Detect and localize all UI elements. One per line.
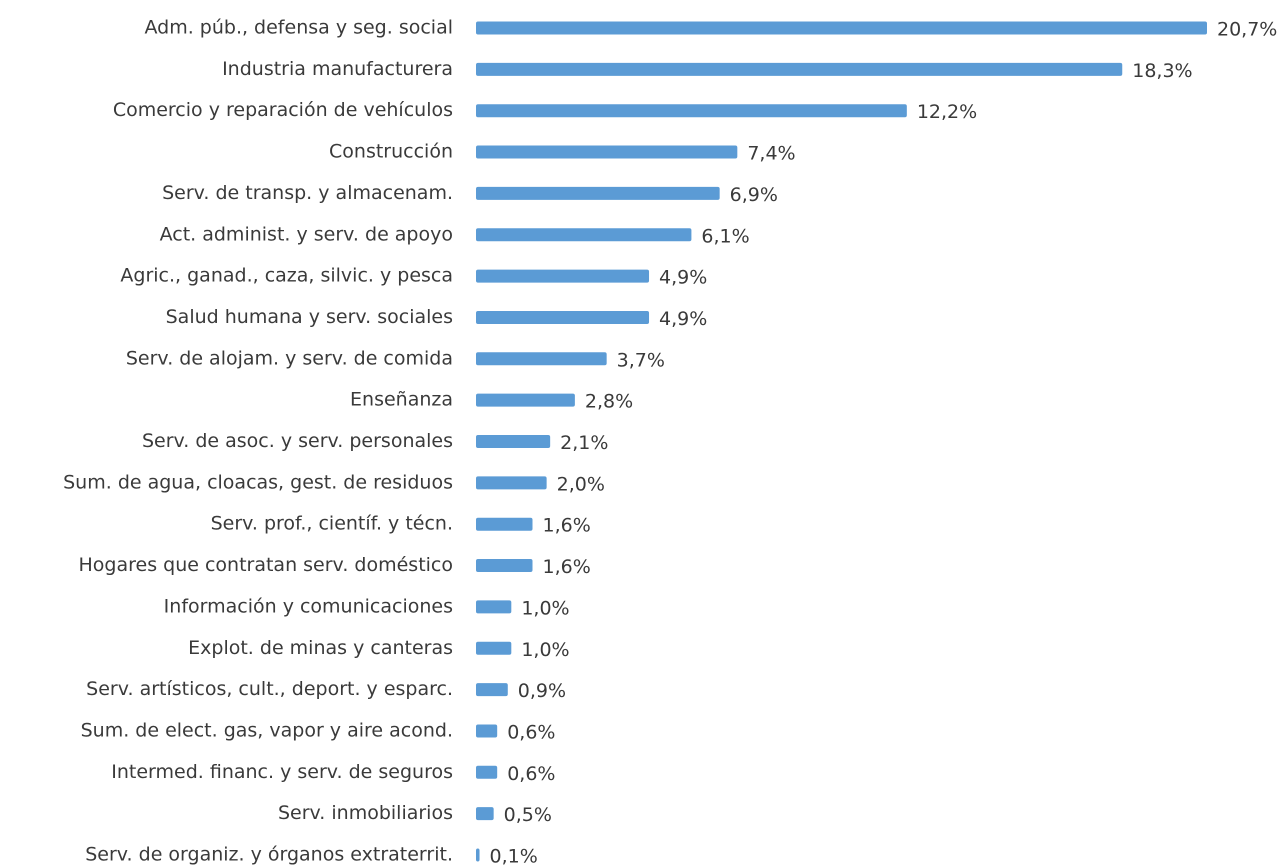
category-label: Serv. artísticos, cult., deport. y espar… xyxy=(86,678,453,700)
bar xyxy=(476,228,692,242)
category-label: Agric., ganad., caza, silvic. y pesca xyxy=(120,265,453,287)
category-label: Serv. inmobiliarios xyxy=(278,802,453,824)
value-label: 0,1% xyxy=(490,846,538,866)
bar xyxy=(476,848,480,862)
value-label: 1,0% xyxy=(521,597,569,619)
value-label: 7,4% xyxy=(747,143,795,165)
value-label: 6,9% xyxy=(730,184,778,206)
category-label: Intermed. financ. y serv. de seguros xyxy=(111,761,453,783)
category-label: Act. administ. y serv. de apoyo xyxy=(160,223,453,245)
bar xyxy=(476,559,533,573)
category-label: Explot. de minas y canteras xyxy=(188,637,453,659)
value-label: 3,7% xyxy=(617,349,665,371)
value-label: 0,9% xyxy=(518,680,566,702)
bar xyxy=(476,62,1123,76)
category-label: Salud humana y serv. sociales xyxy=(166,306,453,328)
category-label: Serv. de alojam. y serv. de comida xyxy=(126,347,453,369)
value-label: 1,6% xyxy=(543,556,591,578)
bar xyxy=(476,517,533,531)
bar xyxy=(476,807,494,821)
value-label: 12,2% xyxy=(917,101,977,123)
category-label: Serv. prof., científ. y técn. xyxy=(211,513,453,535)
bar xyxy=(476,21,1207,35)
category-label: Serv. de asoc. y serv. personales xyxy=(142,430,453,452)
value-label: 4,9% xyxy=(659,308,707,330)
bar xyxy=(476,352,607,366)
bar xyxy=(476,269,650,283)
category-label: Construcción xyxy=(329,141,453,163)
bar xyxy=(476,393,575,407)
value-label: 0,5% xyxy=(504,804,552,826)
category-label: Industria manufacturera xyxy=(222,58,453,80)
category-label: Enseñanza xyxy=(350,389,453,411)
bar xyxy=(476,310,650,324)
category-label: Serv. de transp. y almacenam. xyxy=(162,182,453,204)
bar xyxy=(476,186,720,200)
category-label: Serv. de organiz. y órganos extraterrit. xyxy=(85,844,453,866)
bar xyxy=(476,435,551,448)
bar xyxy=(476,765,498,779)
bar xyxy=(476,724,498,738)
bar xyxy=(476,476,547,490)
value-label: 0,6% xyxy=(507,721,555,743)
value-label: 6,1% xyxy=(701,225,749,247)
category-label: Información y comunicaciones xyxy=(164,595,453,617)
bar xyxy=(476,104,907,118)
category-label: Sum. de agua, cloacas, gest. de residuos xyxy=(63,471,453,493)
value-label: 1,6% xyxy=(543,515,591,537)
value-label: 1,0% xyxy=(521,639,569,661)
bar xyxy=(476,641,512,655)
value-label: 18,3% xyxy=(1132,60,1192,82)
value-label: 2,0% xyxy=(557,473,605,495)
value-label: 0,6% xyxy=(507,763,555,785)
value-label: 4,9% xyxy=(659,267,707,289)
value-label: 20,7% xyxy=(1217,19,1277,41)
value-label: 2,1% xyxy=(560,432,608,454)
value-label: 2,8% xyxy=(585,391,633,413)
category-label: Comercio y reparación de vehículos xyxy=(113,99,453,121)
category-label: Sum. de elect. gas, vapor y aire acond. xyxy=(81,719,453,741)
bar xyxy=(476,683,508,697)
category-label: Hogares que contratan serv. doméstico xyxy=(79,554,454,576)
bar xyxy=(476,600,512,614)
bar xyxy=(476,145,738,159)
category-label: Adm. púb., defensa y seg. social xyxy=(144,17,453,39)
